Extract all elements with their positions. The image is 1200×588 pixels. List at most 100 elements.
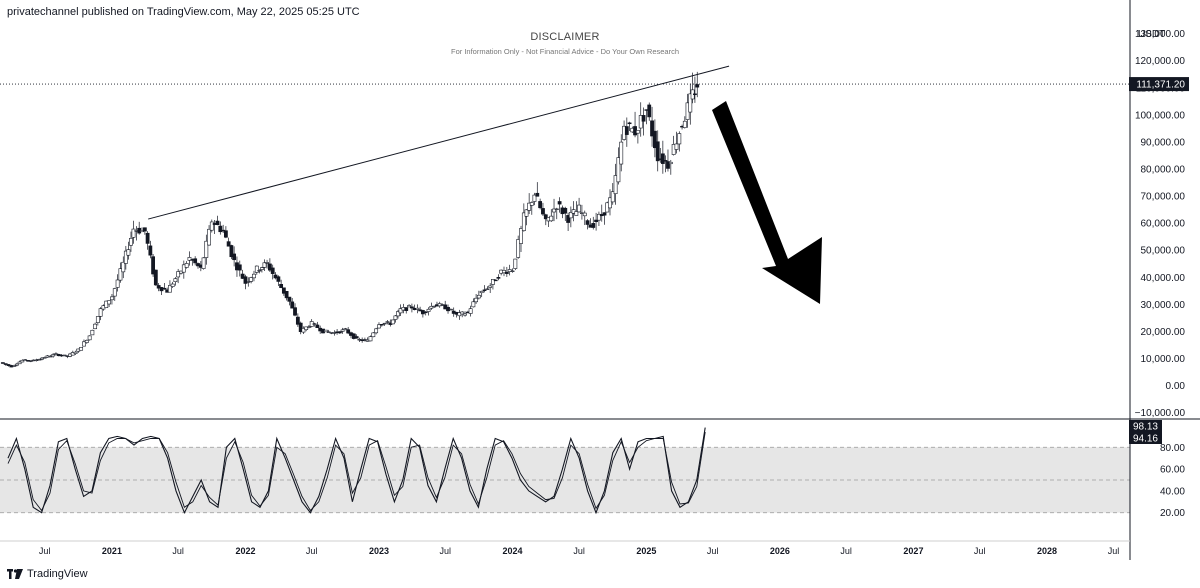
candle-body: [493, 279, 498, 282]
last-price-label: 111,371.20: [1136, 80, 1185, 91]
candle-body: [295, 316, 300, 325]
candle-body: [377, 324, 381, 329]
candle-body: [410, 306, 414, 309]
candle-body: [610, 191, 615, 203]
candle-body: [84, 339, 89, 343]
price-tick-label: 50,000.00: [1141, 246, 1186, 257]
candle-body: [267, 263, 272, 271]
price-tick-label: 60,000.00: [1141, 219, 1186, 230]
tradingview-brand[interactable]: TradingView: [7, 568, 88, 580]
candle-body: [162, 287, 167, 290]
candle-body: [340, 329, 345, 332]
candle-body: [613, 175, 618, 195]
candle-body: [591, 223, 596, 228]
time-tick-label: Jul: [573, 546, 585, 556]
oscillator-tick-label: 60.00: [1160, 465, 1185, 476]
candle-body: [693, 93, 697, 96]
oscillator-value-label: 94.16: [1133, 434, 1158, 445]
candle-body: [638, 115, 643, 129]
candle-body: [168, 285, 172, 293]
candle-body: [121, 261, 126, 273]
candle-body: [543, 214, 548, 220]
candle-body: [677, 133, 682, 145]
candle-body: [619, 141, 624, 165]
candle-body: [432, 305, 437, 308]
candle-body: [156, 285, 161, 289]
candle-body: [382, 322, 387, 325]
candle-body: [93, 323, 98, 330]
candle-body: [471, 301, 476, 308]
candle-body: [516, 239, 521, 258]
candle-body: [307, 326, 311, 328]
candle-body: [423, 311, 428, 314]
candle-body: [142, 227, 147, 232]
candle-body: [448, 308, 453, 311]
candle-body: [652, 130, 657, 149]
time-tick-label: 2027: [903, 546, 923, 556]
candle-body: [597, 213, 601, 221]
candle-body: [254, 265, 259, 273]
candle-body: [201, 257, 206, 269]
tradingview-brand-label: TradingView: [27, 568, 88, 580]
candle-body: [270, 267, 275, 274]
candle-body: [568, 212, 573, 219]
candle-body: [538, 201, 543, 209]
candle-body: [3, 363, 8, 365]
candle-body: [118, 268, 123, 281]
candle-body: [563, 207, 568, 214]
disclaimer-subtitle: For Information Only - Not Financial Adv…: [450, 47, 679, 56]
candle-body: [218, 225, 223, 233]
candle-body: [110, 296, 114, 301]
candle-body: [181, 264, 186, 273]
candle-body: [131, 228, 136, 238]
time-tick-label: Jul: [172, 546, 184, 556]
candle-body: [647, 104, 652, 118]
candle-body: [504, 271, 509, 274]
candle-body: [650, 120, 654, 137]
candle-body: [298, 322, 303, 332]
candle-body: [6, 364, 11, 366]
candle-body: [153, 269, 158, 286]
candle-body: [374, 328, 379, 334]
candle-body: [207, 228, 211, 246]
candle-body: [293, 307, 297, 316]
candle-body: [226, 241, 231, 247]
candle-body: [496, 277, 501, 279]
axes: USDT130,000.00120,000.00110,000.00100,00…: [0, 0, 1200, 560]
candle-body: [337, 331, 342, 334]
candle-body: [0, 362, 5, 364]
candle-body: [312, 323, 317, 325]
candle-body: [426, 308, 431, 312]
candle-body: [39, 357, 44, 360]
candle-body: [541, 208, 545, 215]
candle-body: [524, 209, 529, 217]
candle-body: [87, 335, 92, 341]
candle-body: [549, 215, 554, 222]
candle-body: [193, 258, 198, 264]
candle-body: [73, 351, 78, 354]
candle-body: [95, 316, 100, 323]
price-tick-label: 0.00: [1166, 381, 1186, 392]
candle-body: [62, 354, 67, 357]
candle-body: [151, 256, 155, 275]
candle-body: [223, 230, 228, 238]
candle-body: [474, 297, 479, 303]
candle-body: [529, 202, 534, 206]
candle-body: [354, 336, 359, 339]
candle-body: [281, 287, 286, 294]
candle-body: [184, 263, 189, 268]
candle-body: [287, 296, 292, 302]
candle-body: [240, 273, 245, 279]
price-tick-label: 30,000.00: [1141, 300, 1186, 311]
candle-body: [398, 308, 403, 314]
price-tick-label: 10,000.00: [1141, 354, 1186, 365]
candle-body: [20, 359, 25, 363]
oscillator-value-tag: [1129, 432, 1162, 444]
candle-body: [379, 324, 384, 326]
candle-body: [577, 204, 581, 213]
time-tick-label: Jul: [439, 546, 451, 556]
candle-body: [129, 237, 133, 246]
candle-body: [668, 161, 673, 165]
down-arrow: [712, 101, 822, 304]
